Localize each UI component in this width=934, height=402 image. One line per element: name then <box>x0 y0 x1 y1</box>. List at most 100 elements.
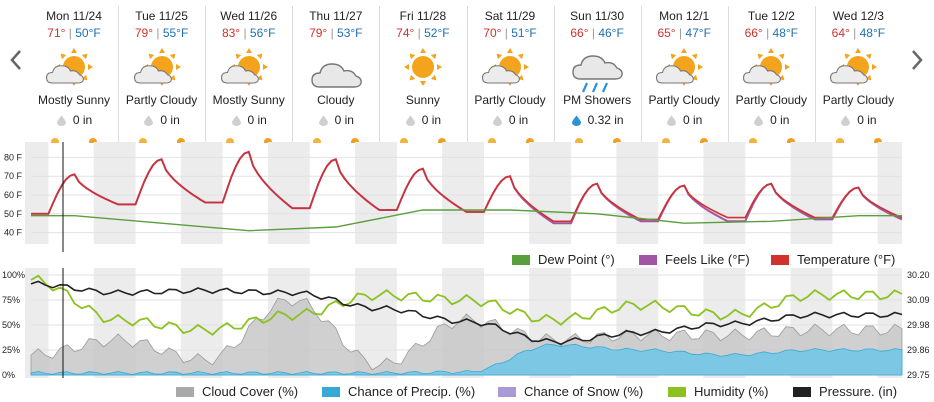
raindrop-icon <box>571 115 581 127</box>
partly-sunny-icon <box>45 48 93 86</box>
sunrise-icon <box>313 138 322 143</box>
sunset-icon <box>438 138 447 143</box>
legend-item[interactable]: Pressure. (in) <box>793 384 897 399</box>
sunrise-icon <box>487 138 496 143</box>
chevron-right-icon <box>912 50 923 70</box>
day-column[interactable]: Thu 11/27 79° | 53°F Cloudy 0 in <box>292 6 379 143</box>
sunset-icon <box>525 138 534 143</box>
day-temps: 66° | 48°F <box>744 26 799 40</box>
day-column[interactable]: Mon 11/24 71° | 50°F Mostly Sunny 0 in <box>31 6 117 143</box>
day-date: Tue 11/25 <box>135 9 188 23</box>
day-temps: 74° | 52°F <box>396 26 450 40</box>
day-temps: 70° | 51°F <box>483 26 537 40</box>
high-temp: 64° <box>831 26 850 40</box>
sun-markers <box>206 134 292 143</box>
low-temp: 48°F <box>859 26 886 40</box>
legend-item[interactable]: Dew Point (°) <box>512 252 615 267</box>
partly-sunny-icon <box>656 48 704 86</box>
low-temp: 46°F <box>598 26 624 40</box>
legend-swatch <box>176 386 194 397</box>
precip-chance-area <box>30 343 903 376</box>
y-tick-label: 40 F <box>4 228 23 238</box>
condition-text: Cloudy <box>317 93 355 107</box>
chevron-left-icon <box>10 50 21 70</box>
sunrise-icon <box>748 138 757 143</box>
low-temp: 56°F <box>249 26 276 40</box>
raindrop-icon <box>841 115 851 127</box>
sunrise-icon <box>400 138 409 143</box>
legend-item[interactable]: Chance of Snow (%) <box>498 384 643 399</box>
legend-item[interactable]: Chance of Precip. (%) <box>322 384 475 399</box>
legend-label: Dew Point (°) <box>538 252 615 267</box>
legend-label: Chance of Precip. (%) <box>348 384 476 399</box>
precip-amount: 0 in <box>816 113 901 127</box>
day-column[interactable]: Mon 12/1 65° | 47°F Partly Cloudy 0 in <box>640 6 727 143</box>
legend-item[interactable]: Cloud Cover (%) <box>176 384 298 399</box>
high-temp: 83° <box>221 26 241 40</box>
sun-markers <box>293 134 379 143</box>
precip-amount: 0 in <box>206 113 291 127</box>
day-column[interactable]: Fri 11/28 74° | 52°F Sunny 0 in <box>379 6 465 143</box>
condition-text: Mostly Sunny <box>212 93 285 107</box>
sun-markers <box>729 134 815 143</box>
low-temp: 53°F <box>337 26 363 40</box>
sunset-icon <box>177 138 186 143</box>
low-temp: 47°F <box>685 26 711 40</box>
dew-point-line <box>31 209 902 232</box>
day-date: Fri 11/28 <box>399 9 447 23</box>
low-temp: 48°F <box>772 26 799 40</box>
legend-item[interactable]: Temperature (°F) <box>771 252 895 267</box>
sun-markers <box>31 134 117 143</box>
pressure-tick-label: 30.09 <box>907 295 930 305</box>
next-arrow[interactable] <box>906 45 928 75</box>
raindrop-icon <box>492 115 502 127</box>
legend-item[interactable]: Feels Like (°F) <box>639 252 750 267</box>
sunrise-icon <box>139 138 148 143</box>
cloud-icon <box>311 63 362 88</box>
condition-text: PM Showers <box>563 93 632 107</box>
sun-markers <box>555 134 641 143</box>
legend-label: Temperature (°F) <box>797 252 896 267</box>
legend-label: Feels Like (°F) <box>665 252 750 267</box>
legend-item[interactable]: Humidity (%) <box>668 384 768 399</box>
raindrop-icon <box>318 115 328 127</box>
raindrop-icon <box>56 115 66 127</box>
legend-swatch <box>668 386 686 397</box>
precip-value: 0 in <box>247 113 267 127</box>
legend-label: Pressure. (in) <box>819 384 898 399</box>
precip-value: 0 in <box>72 113 93 127</box>
condition-text: Partly Cloudy <box>125 93 198 107</box>
day-column[interactable]: Sun 11/30 66° | 46°F PM Showers 0.32 in <box>553 6 641 143</box>
day-column[interactable]: Wed 11/26 83° | 56°F Mostly Sunny 0 in <box>205 6 292 143</box>
pressure-tick-label: 29.75 <box>907 370 930 378</box>
sunrise-icon <box>51 138 59 143</box>
legend-label: Humidity (%) <box>694 384 769 399</box>
precip-amount: 0 in <box>31 113 117 127</box>
y-tick-label: 50 F <box>4 209 23 219</box>
precip-amount: 0.32 in <box>555 113 640 127</box>
temperature-line <box>31 150 903 223</box>
legend-swatch <box>322 386 340 397</box>
precip-value: 0 in <box>160 113 180 127</box>
sunset-icon <box>873 138 882 143</box>
precip-amount: 0 in <box>119 113 204 127</box>
sunset-icon <box>89 138 97 143</box>
precip-amount: 0 in <box>642 113 727 127</box>
day-temps: 64° | 48°F <box>831 26 886 40</box>
day-column[interactable]: Tue 11/25 79° | 55°F Partly Cloudy 0 in <box>118 6 204 143</box>
low-temp: 55°F <box>162 26 189 40</box>
sunset-icon <box>786 138 795 143</box>
previous-arrow[interactable] <box>5 45 27 75</box>
y-tick-label: 80 F <box>4 152 23 162</box>
condition-text: Partly Cloudy <box>822 93 895 107</box>
day-temps: 71° | 50°F <box>47 26 101 40</box>
day-temps: 65° | 47°F <box>657 26 711 40</box>
partly-sunny-icon <box>220 48 268 86</box>
partly-sunny-icon <box>830 48 878 86</box>
day-column[interactable]: Tue 12/2 66° | 48°F Partly Cloudy 0 in <box>727 6 815 143</box>
temperature-chart: 80 F 70 F 60 F 50 F 40 F <box>4 142 903 252</box>
day-column[interactable]: Wed 12/3 64° | 48°F Partly Cloudy 0 in <box>814 6 901 143</box>
day-column[interactable]: Sat 11/29 70° | 51°F Partly Cloudy 0 in <box>466 6 553 143</box>
partly-sunny-icon <box>743 48 791 86</box>
precip-amount: 0 in <box>293 113 378 127</box>
